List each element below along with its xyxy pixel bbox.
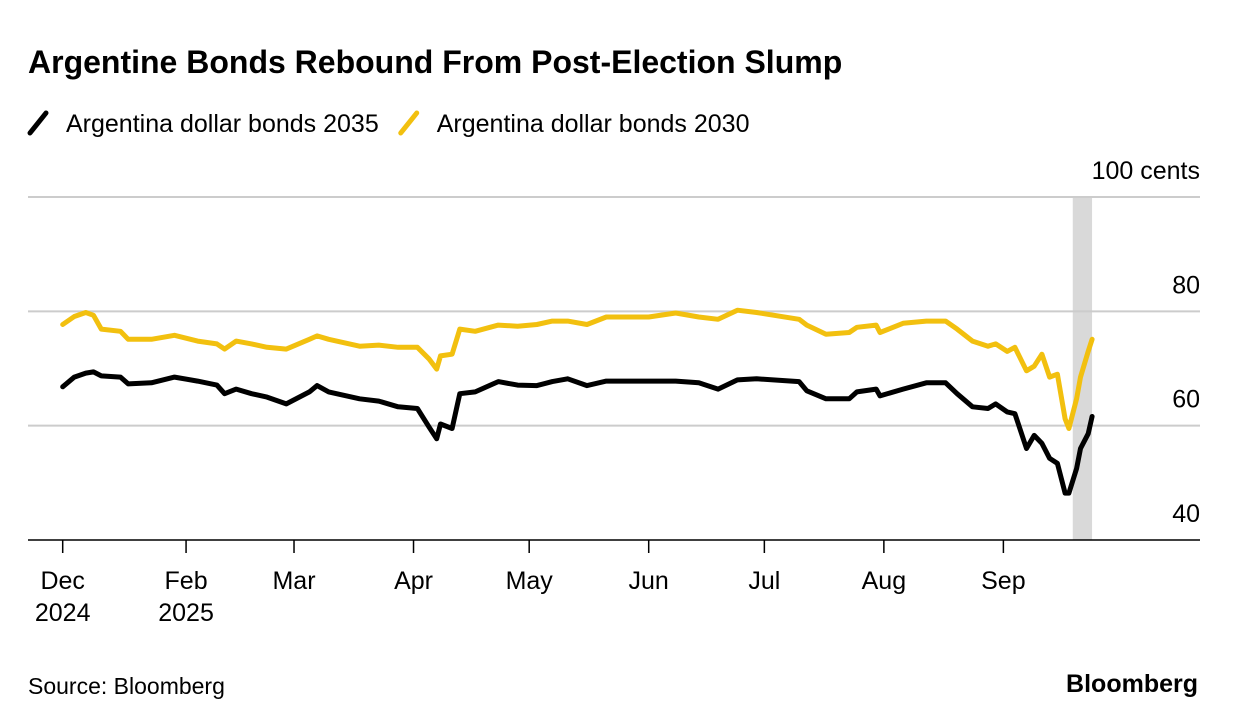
legend-swatch — [27, 110, 49, 136]
x-tick-label: Jul — [748, 567, 780, 595]
x-tick-label: May — [506, 567, 554, 595]
source-note: Source: Bloomberg — [28, 673, 225, 699]
y-tick-label: 100 cents — [1092, 157, 1200, 185]
brand-logo: Bloomberg — [1066, 670, 1198, 698]
x-tick-label: Feb 2025 — [158, 567, 214, 627]
series-line — [60, 369, 1095, 496]
series-line — [60, 307, 1095, 431]
legend-label: Argentina dollar bonds 2035 — [66, 110, 379, 138]
x-tick-label: Mar — [272, 567, 315, 595]
x-tick-label: Aug — [862, 567, 906, 595]
y-tick-label: 40 — [1172, 500, 1200, 528]
y-tick-label: 60 — [1172, 386, 1200, 414]
legend-swatch — [398, 110, 420, 136]
legend-label: Argentina dollar bonds 2030 — [437, 110, 750, 138]
chart-title: Argentine Bonds Rebound From Post-Electi… — [28, 44, 842, 80]
y-tick-label: 80 — [1172, 271, 1200, 299]
x-tick-label: Sep — [981, 567, 1025, 595]
x-tick-label: Dec 2024 — [35, 567, 91, 627]
x-tick-label: Jun — [629, 567, 669, 595]
x-tick-label: Apr — [394, 567, 433, 595]
